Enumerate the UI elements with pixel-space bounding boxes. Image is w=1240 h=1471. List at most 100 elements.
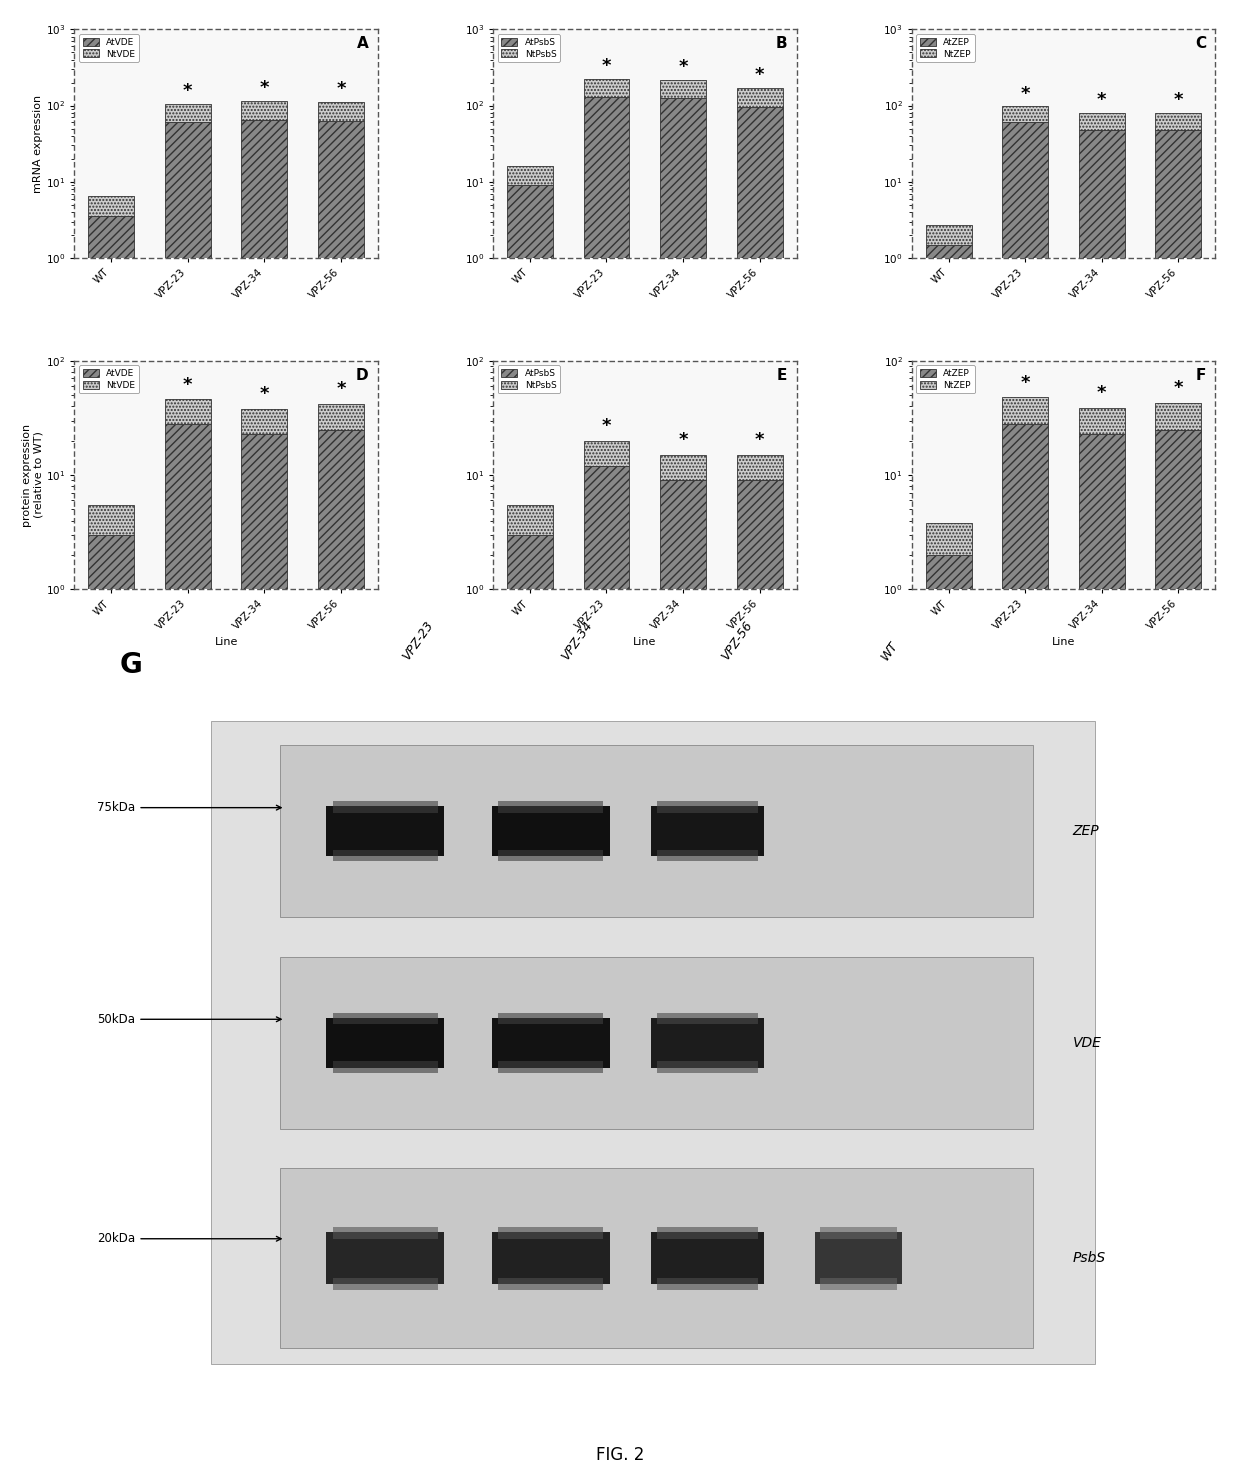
Legend: AtZEP, NtZEP: AtZEP, NtZEP xyxy=(916,365,975,393)
Text: *: * xyxy=(678,431,688,449)
Text: *: * xyxy=(184,375,192,394)
Bar xyxy=(660,79,706,99)
Bar xyxy=(242,101,288,119)
Text: *: * xyxy=(1174,91,1183,109)
Bar xyxy=(332,1061,438,1072)
Text: *: * xyxy=(1174,380,1183,397)
Text: C: C xyxy=(1195,37,1207,51)
Bar xyxy=(1079,434,1125,1471)
Text: *: * xyxy=(184,82,192,100)
Bar xyxy=(332,1012,438,1024)
Bar xyxy=(498,850,603,862)
Text: *: * xyxy=(336,79,346,99)
Bar xyxy=(737,107,782,1471)
Bar xyxy=(815,1233,903,1284)
Text: B: B xyxy=(776,37,787,51)
Text: VDE: VDE xyxy=(1073,1036,1101,1050)
Bar xyxy=(280,1168,1033,1349)
Bar xyxy=(317,122,365,1471)
Text: *: * xyxy=(259,385,269,403)
Legend: AtZEP, NtZEP: AtZEP, NtZEP xyxy=(916,34,975,62)
Bar xyxy=(326,1018,444,1068)
Bar xyxy=(242,409,288,434)
Text: VPZ-56: VPZ-56 xyxy=(719,619,755,662)
Bar xyxy=(88,196,134,216)
Bar xyxy=(165,104,211,122)
Bar xyxy=(1156,113,1202,129)
Bar xyxy=(507,166,553,185)
Bar xyxy=(1156,430,1202,1471)
Text: FIG. 2: FIG. 2 xyxy=(595,1446,645,1464)
Text: VPZ-34: VPZ-34 xyxy=(559,619,595,662)
Bar xyxy=(165,122,211,1471)
Legend: AtPsbS, NtPsbS: AtPsbS, NtPsbS xyxy=(497,34,560,62)
Bar xyxy=(1002,106,1048,122)
Bar xyxy=(326,806,444,856)
Bar xyxy=(332,850,438,862)
Text: D: D xyxy=(356,368,368,382)
Bar xyxy=(507,505,553,535)
Text: A: A xyxy=(357,37,368,51)
Bar xyxy=(1079,129,1125,1471)
Bar xyxy=(657,850,758,862)
Bar xyxy=(584,97,630,1471)
Bar xyxy=(317,101,365,122)
Bar xyxy=(165,399,211,424)
Bar xyxy=(317,430,365,1471)
Text: *: * xyxy=(1097,91,1106,109)
Bar xyxy=(925,244,972,1471)
Text: *: * xyxy=(601,416,611,435)
Legend: AtVDE, NtVDE: AtVDE, NtVDE xyxy=(79,365,139,393)
Bar xyxy=(1156,129,1202,1471)
Bar xyxy=(498,1061,603,1072)
Text: *: * xyxy=(1097,384,1106,402)
Bar xyxy=(1079,407,1125,434)
Text: PsbS: PsbS xyxy=(1073,1252,1106,1265)
Text: WT: WT xyxy=(879,638,900,662)
Text: *: * xyxy=(755,431,765,449)
Bar xyxy=(498,1012,603,1024)
Text: *: * xyxy=(259,79,269,97)
Bar xyxy=(737,480,782,1471)
Bar xyxy=(657,1061,758,1072)
Text: E: E xyxy=(777,368,787,382)
Bar xyxy=(280,744,1033,918)
Bar xyxy=(498,1277,603,1290)
Bar xyxy=(651,1233,764,1284)
Bar xyxy=(242,119,288,1471)
Bar xyxy=(326,1233,444,1284)
Bar xyxy=(1002,122,1048,1471)
Bar xyxy=(165,424,211,1471)
Bar xyxy=(507,185,553,1471)
Bar xyxy=(88,505,134,535)
Bar xyxy=(280,956,1033,1130)
Y-axis label: mRNA expression: mRNA expression xyxy=(33,94,43,193)
Bar xyxy=(498,1227,603,1239)
Bar xyxy=(88,216,134,1471)
Bar xyxy=(584,466,630,1471)
Text: G: G xyxy=(120,650,143,680)
Bar xyxy=(651,1018,764,1068)
X-axis label: Line: Line xyxy=(634,637,656,647)
Bar xyxy=(657,802,758,813)
Bar xyxy=(1002,424,1048,1471)
Bar xyxy=(925,524,972,555)
Bar xyxy=(820,1277,898,1290)
Text: 20kDa: 20kDa xyxy=(97,1233,281,1246)
Bar xyxy=(507,535,553,1471)
Bar xyxy=(737,455,782,480)
Bar xyxy=(737,88,782,107)
Bar xyxy=(491,1018,610,1068)
Legend: AtVDE, NtVDE: AtVDE, NtVDE xyxy=(79,34,139,62)
Bar xyxy=(925,225,972,244)
Bar xyxy=(491,806,610,856)
Legend: AtPsbS, NtPsbS: AtPsbS, NtPsbS xyxy=(497,365,560,393)
Text: VPZ-23: VPZ-23 xyxy=(399,619,435,662)
Bar xyxy=(1079,113,1125,129)
Bar xyxy=(660,480,706,1471)
X-axis label: Line: Line xyxy=(215,637,238,647)
Bar xyxy=(317,405,365,430)
Bar xyxy=(657,1277,758,1290)
Text: 75kDa: 75kDa xyxy=(97,802,281,813)
Bar xyxy=(584,441,630,466)
